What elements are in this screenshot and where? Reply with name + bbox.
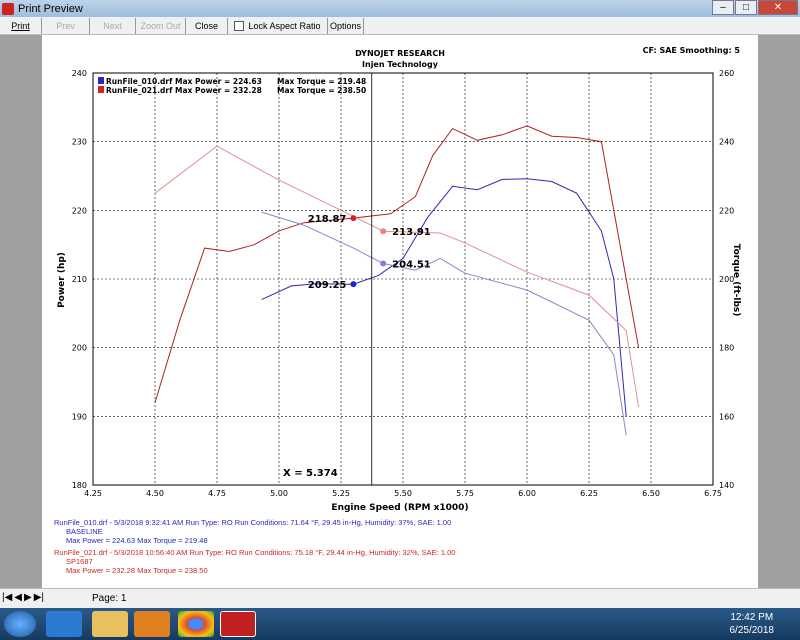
next-button[interactable]: Next <box>90 18 136 34</box>
close-button[interactable]: Close <box>186 18 228 34</box>
series-line-2 <box>154 125 640 403</box>
cursor-readout: X = 5.374 <box>283 468 338 479</box>
page-nav: |◀ ◀ ▶ ▶| <box>2 592 44 603</box>
y-axis-label: Power (hp) <box>57 252 67 308</box>
y2-tick-label: 200 <box>719 275 734 284</box>
clock-date: 6/25/2018 <box>729 625 775 636</box>
legend-swatch-red <box>98 86 104 93</box>
cursor-value-label: 204.51 <box>392 260 431 271</box>
checkbox-icon[interactable] <box>234 21 245 31</box>
cf-smoothing: CF: SAE Smoothing: 5 <box>643 46 741 55</box>
cursor-point <box>380 260 387 267</box>
x-tick-label: 4.50 <box>146 489 164 498</box>
media-player-icon[interactable] <box>134 611 170 637</box>
x-axis-label: Engine Speed (RPM x1000) <box>331 503 468 513</box>
y2-tick-label: 260 <box>719 69 734 78</box>
footer-run-2-name: SP1687 <box>66 557 93 566</box>
legend-torque-2: Max Torque = 238.50 <box>277 86 366 95</box>
cursor-value-label: 209.25 <box>308 280 347 291</box>
last-page-button[interactable]: ▶| <box>33 592 44 603</box>
series-line-3 <box>261 211 627 436</box>
y-tick-label: 240 <box>72 69 87 78</box>
lock-aspect-label: Lock Aspect Ratio <box>248 21 321 31</box>
footer-run-1: RunFile_010.drf - 5/3/2018 9:32:41 AM Ru… <box>54 518 451 545</box>
cursor-value-label: 218.87 <box>308 214 347 225</box>
x-tick-label: 6.75 <box>704 489 722 498</box>
next-page-button[interactable]: ▶ <box>24 592 32 603</box>
chart-subtitle: Injen Technology <box>362 60 439 69</box>
ie-icon[interactable] <box>46 611 82 637</box>
series-line-1 <box>261 178 627 417</box>
toolbar: Print Prev Next Zoom Out Close Lock Aspe… <box>0 17 800 35</box>
y-tick-label: 200 <box>72 344 87 353</box>
footer-run-1-name: BASELINE <box>66 527 103 536</box>
x-tick-label: 5.75 <box>456 489 474 498</box>
status-bar: |◀ ◀ ▶ ▶| Page: 1 <box>0 588 800 608</box>
x-tick-label: 5.25 <box>332 489 350 498</box>
footer-run-2-max: Max Power = 232.28 Max Torque = 238.50 <box>66 566 208 575</box>
close-window-button[interactable]: ✕ <box>758 0 798 15</box>
y-tick-label: 230 <box>72 138 87 147</box>
cursor-point <box>350 281 357 288</box>
dyno-chart: DYNOJET RESEARCH Injen Technology CF: SA… <box>57 46 741 513</box>
footer-run-1-max: Max Power = 224.63 Max Torque = 219.48 <box>66 536 208 545</box>
x-tick-label: 6.25 <box>580 489 598 498</box>
footer-run-2-details: RunFile_021.drf - 5/3/2018 10:56:40 AM R… <box>54 548 456 557</box>
chart-company: DYNOJET RESEARCH <box>355 49 445 58</box>
taskbar: 12:42 PM 6/25/2018 <box>0 608 800 640</box>
lock-aspect-checkbox[interactable]: Lock Aspect Ratio <box>228 18 328 34</box>
y2-tick-label: 160 <box>719 412 734 421</box>
cursor-value-label: 213.91 <box>392 227 431 238</box>
options-button[interactable]: Options <box>328 18 364 34</box>
y2-tick-label: 240 <box>719 138 734 147</box>
legend-entry-1: RunFile_010.drf Max Power = 224.63 <box>106 77 262 86</box>
y-tick-label: 210 <box>72 275 87 284</box>
prev-page-button[interactable]: ◀ <box>14 592 22 603</box>
y-tick-label: 180 <box>72 481 87 490</box>
series-line-4 <box>154 145 640 408</box>
x-tick-label: 4.25 <box>84 489 102 498</box>
y-tick-label: 220 <box>72 206 87 215</box>
print-button[interactable]: Print <box>0 18 42 34</box>
app-icon <box>2 2 14 15</box>
x-tick-label: 5.00 <box>270 489 288 498</box>
start-button[interactable] <box>4 611 36 637</box>
legend-entry-2: RunFile_021.drf Max Power = 232.28 <box>106 86 262 95</box>
dynojet-app-icon[interactable] <box>220 611 256 637</box>
explorer-icon[interactable] <box>92 611 128 637</box>
footer-run-2: RunFile_021.drf - 5/3/2018 10:56:40 AM R… <box>54 548 455 575</box>
prev-button[interactable]: Prev <box>42 18 90 34</box>
x-tick-label: 6.50 <box>642 489 660 498</box>
x-tick-label: 6.00 <box>518 489 536 498</box>
cursor-point <box>350 215 357 222</box>
y2-tick-label: 220 <box>719 206 734 215</box>
y-tick-label: 190 <box>72 412 87 421</box>
page-number: Page: 1 <box>92 593 127 604</box>
y2-tick-label: 140 <box>719 481 734 490</box>
maximize-button[interactable]: □ <box>735 0 757 15</box>
zoom-out-button[interactable]: Zoom Out <box>136 18 186 34</box>
clock[interactable]: 12:42 PM 6/25/2018 <box>730 611 775 637</box>
y2-axis-label: Torque (ft-lbs) <box>731 244 741 317</box>
y2-tick-label: 180 <box>719 344 734 353</box>
first-page-button[interactable]: |◀ <box>2 592 13 603</box>
chrome-icon[interactable] <box>178 611 214 637</box>
legend-swatch-blue <box>98 77 104 84</box>
legend-torque-1: Max Torque = 219.48 <box>277 77 366 86</box>
print-page: DYNOJET RESEARCH Injen Technology CF: SA… <box>42 35 758 588</box>
x-tick-label: 4.75 <box>208 489 226 498</box>
footer-run-1-details: RunFile_010.drf - 5/3/2018 9:32:41 AM Ru… <box>54 518 452 527</box>
title-bar: Print Preview – □ ✕ <box>0 0 800 17</box>
cursor-point <box>380 228 387 235</box>
minimize-button[interactable]: – <box>712 0 734 15</box>
x-tick-label: 5.50 <box>394 489 412 498</box>
window-title: Print Preview <box>18 2 83 15</box>
clock-time: 12:42 PM <box>730 612 774 623</box>
